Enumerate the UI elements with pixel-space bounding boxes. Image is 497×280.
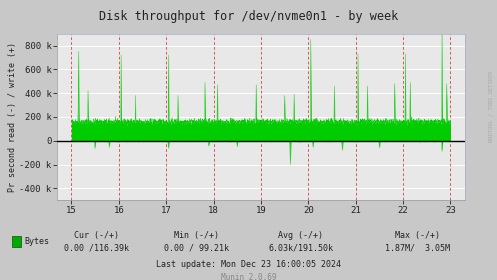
- Text: RRDTOOL / TOBI OETIKER: RRDTOOL / TOBI OETIKER: [489, 71, 494, 142]
- Text: 1.87M/  3.05M: 1.87M/ 3.05M: [385, 244, 450, 253]
- Text: Last update: Mon Dec 23 16:00:05 2024: Last update: Mon Dec 23 16:00:05 2024: [156, 260, 341, 269]
- Y-axis label: Pr second read (-) / write (+): Pr second read (-) / write (+): [7, 42, 16, 192]
- Text: 0.00 /116.39k: 0.00 /116.39k: [65, 244, 129, 253]
- Text: 0.00 / 99.21k: 0.00 / 99.21k: [164, 244, 229, 253]
- Text: Max (-/+): Max (-/+): [395, 231, 440, 240]
- Text: Cur (-/+): Cur (-/+): [75, 231, 119, 240]
- Text: 6.03k/191.50k: 6.03k/191.50k: [268, 244, 333, 253]
- Text: Munin 2.0.69: Munin 2.0.69: [221, 273, 276, 280]
- Text: Avg (-/+): Avg (-/+): [278, 231, 323, 240]
- Text: Disk throughput for /dev/nvme0n1 - by week: Disk throughput for /dev/nvme0n1 - by we…: [99, 10, 398, 23]
- Text: Min (-/+): Min (-/+): [174, 231, 219, 240]
- Text: Bytes: Bytes: [25, 237, 50, 246]
